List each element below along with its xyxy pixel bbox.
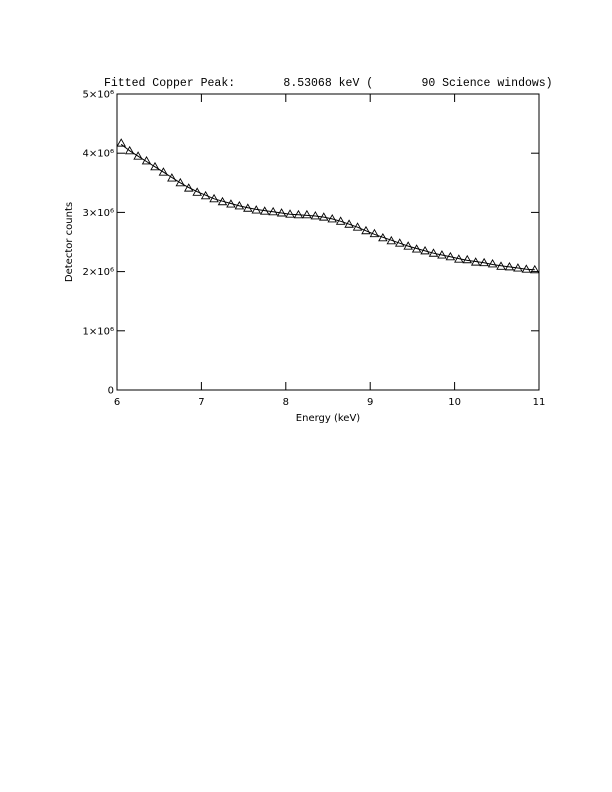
chart-title: Fitted Copper Peak: 8.53068 keV ( 90 Sci… — [104, 77, 553, 90]
data-point — [124, 145, 135, 155]
data-point — [183, 183, 194, 192]
y-axis-label: Detector counts — [64, 202, 75, 282]
data-point — [175, 177, 186, 187]
data-point — [167, 173, 177, 182]
plot-frame — [116, 93, 540, 391]
x-tick-label: 9 — [367, 397, 373, 408]
x-tick-label: 11 — [533, 397, 546, 408]
data-point — [133, 151, 143, 160]
y-tick-label: 3×10⁶ — [83, 208, 114, 219]
data-point — [302, 209, 312, 219]
x-tick-label: 10 — [448, 397, 461, 408]
data-point — [158, 167, 169, 176]
x-tick-label: 7 — [198, 397, 204, 408]
y-tick-label: 5×10⁶ — [83, 90, 114, 101]
y-tick-label: 1×10⁶ — [83, 326, 114, 337]
y-tick-label: 2×10⁶ — [83, 267, 114, 278]
fit-line — [120, 143, 535, 271]
data-point — [116, 138, 126, 147]
data-point — [192, 187, 202, 196]
data-point — [462, 254, 473, 264]
data-point — [378, 232, 388, 242]
y-tick-label: 4×10⁶ — [83, 149, 114, 160]
data-point — [150, 161, 160, 171]
data-point — [200, 190, 211, 200]
data-point — [487, 258, 498, 268]
y-tick-label: 0 — [108, 386, 114, 397]
x-tick-label: 8 — [283, 397, 289, 408]
x-tick-label: 6 — [114, 397, 120, 408]
data-point — [386, 235, 397, 245]
x-axis-label: Energy (keV) — [296, 413, 361, 424]
